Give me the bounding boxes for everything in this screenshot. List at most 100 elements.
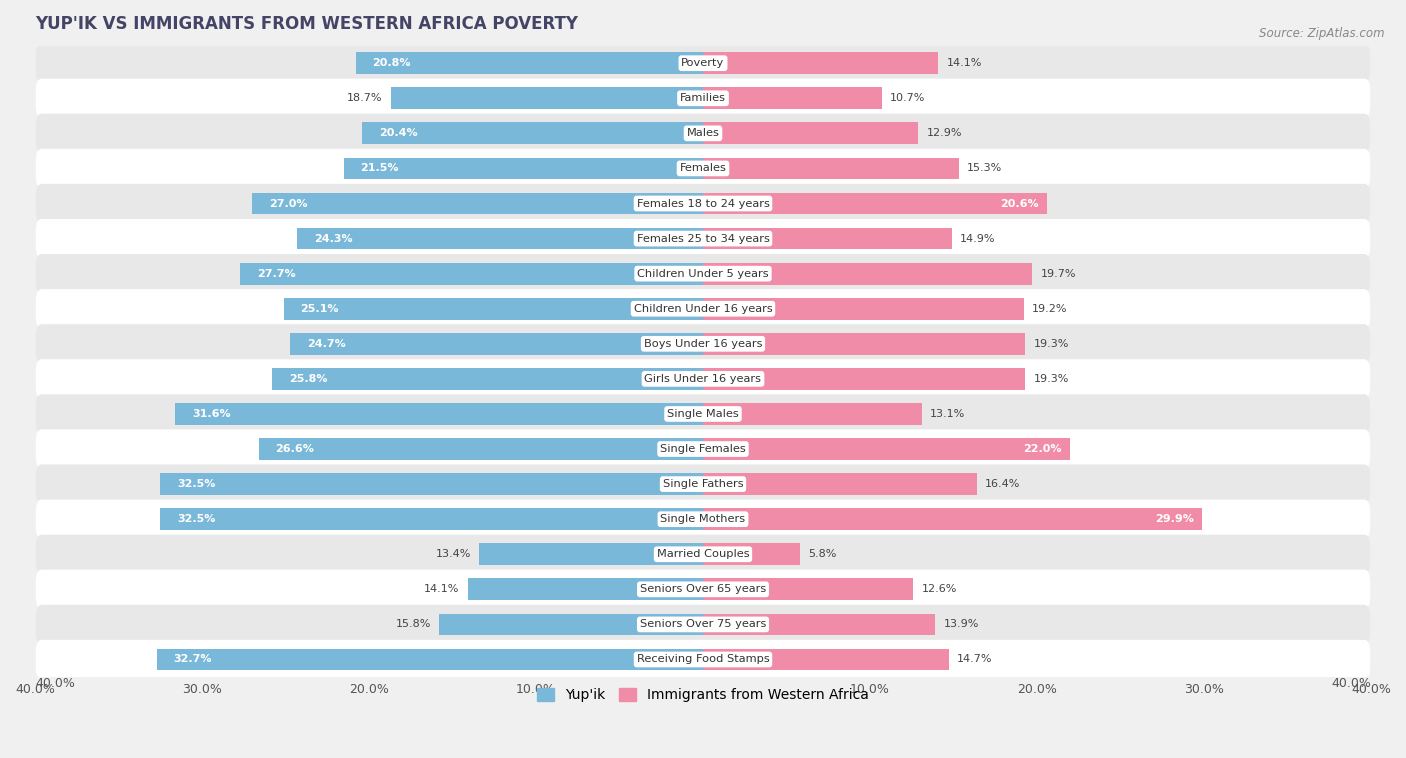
Bar: [703, 509, 1202, 530]
FancyBboxPatch shape: [35, 359, 1371, 399]
Text: 18.7%: 18.7%: [347, 93, 382, 103]
Text: Married Couples: Married Couples: [657, 550, 749, 559]
Text: Families: Families: [681, 93, 725, 103]
Bar: [703, 333, 1025, 355]
Bar: [703, 403, 922, 424]
Text: 19.3%: 19.3%: [1033, 339, 1069, 349]
Text: 16.4%: 16.4%: [986, 479, 1021, 489]
Text: Children Under 16 years: Children Under 16 years: [634, 304, 772, 314]
FancyBboxPatch shape: [35, 43, 1371, 83]
Bar: [703, 193, 1047, 215]
Text: 24.3%: 24.3%: [314, 233, 353, 243]
Bar: [703, 613, 935, 635]
FancyBboxPatch shape: [35, 184, 1371, 223]
Text: 40.0%: 40.0%: [35, 677, 75, 690]
Bar: [391, 87, 703, 109]
Bar: [344, 158, 703, 180]
Text: Boys Under 16 years: Boys Under 16 years: [644, 339, 762, 349]
Text: 20.6%: 20.6%: [1000, 199, 1039, 208]
Text: 32.5%: 32.5%: [177, 479, 215, 489]
Text: Poverty: Poverty: [682, 58, 724, 68]
FancyBboxPatch shape: [35, 114, 1371, 153]
FancyBboxPatch shape: [35, 500, 1371, 539]
Text: 14.7%: 14.7%: [957, 654, 993, 665]
Text: Females 25 to 34 years: Females 25 to 34 years: [637, 233, 769, 243]
Text: 22.0%: 22.0%: [1024, 444, 1062, 454]
Text: 20.8%: 20.8%: [373, 58, 411, 68]
Text: 27.0%: 27.0%: [269, 199, 308, 208]
Text: 31.6%: 31.6%: [193, 409, 231, 419]
Legend: Yup'ik, Immigrants from Western Africa: Yup'ik, Immigrants from Western Africa: [531, 683, 875, 708]
FancyBboxPatch shape: [35, 605, 1371, 644]
Text: Source: ZipAtlas.com: Source: ZipAtlas.com: [1260, 27, 1385, 39]
Text: 32.7%: 32.7%: [173, 654, 212, 665]
FancyBboxPatch shape: [35, 324, 1371, 363]
Text: 12.9%: 12.9%: [927, 128, 962, 139]
Text: 15.3%: 15.3%: [967, 164, 1002, 174]
Bar: [703, 649, 949, 670]
Text: 27.7%: 27.7%: [257, 268, 295, 279]
Text: 13.1%: 13.1%: [931, 409, 966, 419]
Text: 15.8%: 15.8%: [395, 619, 430, 629]
Text: Males: Males: [686, 128, 720, 139]
FancyBboxPatch shape: [35, 149, 1371, 188]
FancyBboxPatch shape: [35, 465, 1371, 504]
FancyBboxPatch shape: [35, 79, 1371, 118]
Text: 19.7%: 19.7%: [1040, 268, 1076, 279]
Text: Seniors Over 75 years: Seniors Over 75 years: [640, 619, 766, 629]
Bar: [176, 403, 703, 424]
FancyBboxPatch shape: [35, 570, 1371, 609]
Bar: [259, 438, 703, 460]
Text: Single Females: Single Females: [661, 444, 745, 454]
Bar: [273, 368, 703, 390]
FancyBboxPatch shape: [35, 254, 1371, 293]
Text: 25.1%: 25.1%: [301, 304, 339, 314]
Text: Receiving Food Stamps: Receiving Food Stamps: [637, 654, 769, 665]
Text: 10.7%: 10.7%: [890, 93, 925, 103]
FancyBboxPatch shape: [35, 289, 1371, 328]
Bar: [252, 193, 703, 215]
Text: Girls Under 16 years: Girls Under 16 years: [644, 374, 762, 384]
Bar: [703, 263, 1032, 284]
Bar: [703, 298, 1024, 320]
Bar: [157, 649, 703, 670]
Bar: [240, 263, 703, 284]
FancyBboxPatch shape: [35, 534, 1371, 574]
Bar: [363, 123, 703, 144]
Bar: [284, 298, 703, 320]
Bar: [479, 543, 703, 565]
FancyBboxPatch shape: [35, 219, 1371, 258]
Text: 24.7%: 24.7%: [307, 339, 346, 349]
Text: 19.3%: 19.3%: [1033, 374, 1069, 384]
Text: 29.9%: 29.9%: [1156, 514, 1194, 525]
Text: YUP'IK VS IMMIGRANTS FROM WESTERN AFRICA POVERTY: YUP'IK VS IMMIGRANTS FROM WESTERN AFRICA…: [35, 15, 578, 33]
Text: 20.4%: 20.4%: [380, 128, 418, 139]
Bar: [703, 473, 977, 495]
Bar: [703, 158, 959, 180]
Text: 21.5%: 21.5%: [360, 164, 399, 174]
FancyBboxPatch shape: [35, 640, 1371, 679]
Text: Single Fathers: Single Fathers: [662, 479, 744, 489]
Bar: [160, 509, 703, 530]
Text: 25.8%: 25.8%: [288, 374, 328, 384]
Bar: [468, 578, 703, 600]
Bar: [703, 227, 952, 249]
Text: 12.6%: 12.6%: [922, 584, 957, 594]
Bar: [439, 613, 703, 635]
Text: Seniors Over 65 years: Seniors Over 65 years: [640, 584, 766, 594]
Text: 14.1%: 14.1%: [946, 58, 983, 68]
Text: Females 18 to 24 years: Females 18 to 24 years: [637, 199, 769, 208]
Text: 13.4%: 13.4%: [436, 550, 471, 559]
Text: 26.6%: 26.6%: [276, 444, 315, 454]
Bar: [703, 438, 1070, 460]
Bar: [703, 578, 914, 600]
Text: 14.9%: 14.9%: [960, 233, 995, 243]
Bar: [291, 333, 703, 355]
Text: Children Under 5 years: Children Under 5 years: [637, 268, 769, 279]
Bar: [297, 227, 703, 249]
Text: 13.9%: 13.9%: [943, 619, 979, 629]
Bar: [160, 473, 703, 495]
Text: 40.0%: 40.0%: [1331, 677, 1371, 690]
Bar: [703, 543, 800, 565]
Text: Single Males: Single Males: [666, 409, 740, 419]
